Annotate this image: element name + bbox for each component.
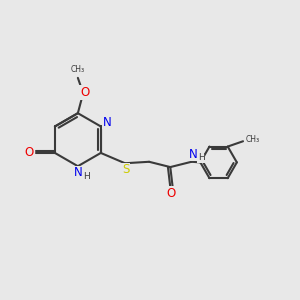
Text: S: S [122,163,129,176]
Text: CH₃: CH₃ [245,135,260,144]
Text: CH₃: CH₃ [71,65,85,74]
Text: H: H [198,153,205,162]
Text: N: N [189,148,197,160]
Text: N: N [103,116,112,128]
Text: O: O [167,187,176,200]
Text: H: H [83,172,89,181]
Text: N: N [74,166,82,179]
Text: O: O [25,146,34,159]
Text: O: O [80,86,89,99]
